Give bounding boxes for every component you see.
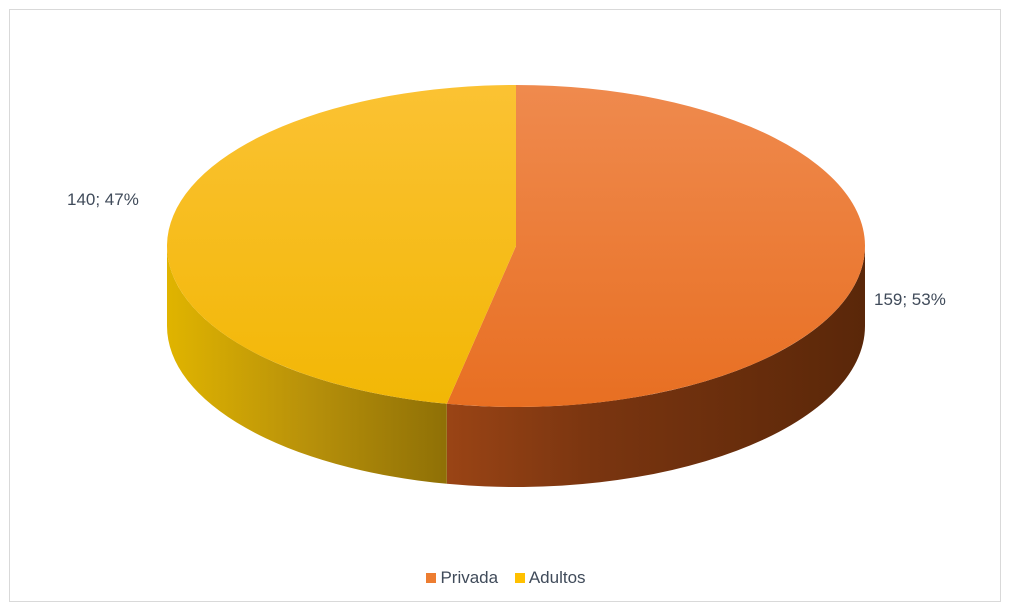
- legend-swatch-privada: [426, 573, 437, 583]
- data-label-privada: 159; 53%: [874, 290, 946, 309]
- pie-side-adultos: [167, 246, 447, 484]
- pie-slice-privada: [446, 85, 865, 407]
- data-label-adultos: 140; 47%: [67, 190, 139, 209]
- legend-label-privada: Privada: [440, 568, 499, 587]
- legend-label-adultos: Adultos: [528, 568, 586, 587]
- pie-side-privada: [446, 246, 865, 488]
- legend-swatch-adultos: [514, 573, 525, 583]
- pie-slice-adultos: [166, 85, 517, 404]
- legend-item-adultos: Adultos: [514, 568, 586, 588]
- legend-item-privada: Privada: [426, 568, 498, 588]
- legend: Privada Adultos: [0, 568, 1012, 588]
